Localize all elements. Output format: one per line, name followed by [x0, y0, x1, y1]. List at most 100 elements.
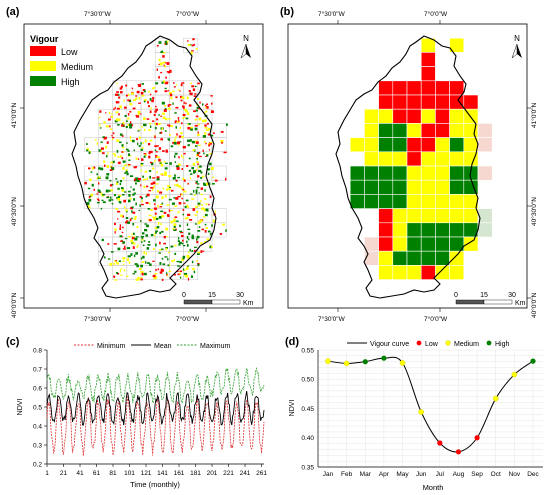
vigour-pixel — [160, 222, 162, 226]
vigour-pixel — [155, 232, 157, 234]
vigour-pixel — [181, 82, 185, 84]
vigour-pixel — [154, 227, 158, 230]
vigour-pixel — [164, 118, 168, 121]
vigour-pixel — [187, 144, 190, 147]
vigour-pixel — [174, 120, 177, 123]
vigour-pixel — [202, 135, 206, 138]
vigour-pixel — [145, 261, 147, 264]
vigour-pixel — [115, 178, 118, 180]
vigour-pixel — [181, 96, 185, 99]
vigour-pixel — [140, 270, 144, 274]
vigour-pixel — [204, 230, 207, 233]
vigour-pixel — [196, 210, 199, 213]
vigour-pixel — [105, 112, 107, 114]
vigour-pixel — [195, 168, 198, 172]
vigour-pixel — [148, 105, 150, 108]
vigour-pixel — [139, 196, 142, 198]
vigour-pixel — [131, 233, 133, 236]
vigour-pixel — [91, 167, 94, 170]
vigour-pixel — [210, 141, 213, 144]
vigour-pixel — [182, 177, 185, 180]
vigour-pixel — [160, 268, 163, 271]
vigour-pixel — [135, 202, 137, 206]
vigour-pixel — [155, 155, 158, 158]
vigour-pixel — [112, 160, 115, 164]
vigour-pixel — [139, 136, 141, 139]
vigour-pixel — [191, 198, 195, 200]
vigour-pixel — [162, 80, 166, 83]
vigour-pixel — [222, 223, 225, 226]
vigour-pixel — [156, 178, 160, 181]
vigour-pixel — [152, 120, 155, 122]
vigour-pixel — [154, 275, 158, 279]
vigour-pixel — [187, 277, 190, 281]
vigour-pixel — [206, 106, 209, 109]
vigour-pixel — [211, 167, 214, 170]
vigour-pixel — [206, 103, 208, 106]
vigour-pixel — [170, 220, 173, 224]
vigour-pixel — [182, 268, 185, 271]
vigour-pixel — [119, 105, 122, 109]
vigour-pixel — [164, 107, 167, 111]
vigour-pixel — [196, 186, 200, 189]
vigour-pixel — [191, 50, 194, 52]
vigour-pixel — [175, 179, 178, 182]
vigour-pixel — [158, 63, 161, 65]
vigour-pixel — [158, 252, 162, 254]
vigour-pixel — [129, 110, 132, 113]
vigour-pixel — [133, 192, 136, 195]
vigour-pixel — [174, 184, 176, 186]
map-b-lon-right-bottom: 7°0'0"W — [424, 316, 448, 323]
vigour-pixel — [163, 242, 166, 245]
vigour-pixel — [158, 114, 161, 116]
vigour-pixel — [187, 123, 189, 126]
vigour-pixel — [117, 162, 121, 164]
vigour-pixel — [214, 179, 218, 182]
vigour-pixel — [86, 149, 89, 152]
vigour-pixel — [84, 181, 87, 185]
vigour-pixel — [208, 162, 212, 166]
vigour-pixel — [164, 65, 166, 68]
vigour-pixel — [195, 180, 198, 183]
vigour-pixel — [174, 205, 178, 207]
vigour-pixel — [211, 224, 213, 227]
vigour-pixel — [152, 274, 156, 278]
vigour-pixel — [169, 104, 172, 106]
vigour-pixel — [179, 270, 183, 273]
vigour-pixel — [197, 131, 199, 134]
map-a-ticks — [20, 20, 207, 312]
vigour-pixel — [113, 275, 116, 278]
vigour-pixel — [137, 130, 140, 132]
vigour-pixel — [187, 127, 191, 130]
vigour-pixel — [173, 197, 176, 199]
vigour-pixel — [159, 206, 162, 208]
vigour-pixel — [151, 167, 155, 170]
vigour-pixel — [154, 122, 158, 126]
vigour-pixel — [125, 94, 128, 97]
vigour-pixel — [176, 84, 178, 86]
vigour-pixel — [167, 104, 170, 107]
vigour-pixel — [205, 155, 208, 157]
map-a-region-boundary — [71, 35, 217, 299]
vigour-pixel — [160, 71, 163, 74]
vigour-pixel — [159, 241, 161, 245]
vigour-pixel — [187, 44, 191, 47]
vigour-pixel — [167, 185, 170, 188]
vigour-pixel — [220, 140, 224, 143]
vigour-pixel — [196, 106, 200, 109]
vigour-pixel — [127, 236, 131, 238]
vigour-pixel — [165, 76, 167, 79]
vigour-pixel — [186, 96, 189, 100]
vigour-pixel — [225, 177, 227, 181]
vigour-pixel — [116, 272, 118, 274]
vigour-pixel — [152, 181, 156, 185]
vigour-pixel — [128, 194, 131, 197]
vigour-pixel — [182, 213, 185, 216]
vigour-pixel — [174, 138, 176, 141]
vigour-pixel — [99, 124, 101, 127]
vigour-pixel — [181, 154, 183, 157]
vigour-pixel — [220, 131, 224, 133]
vigour-pixel — [132, 246, 135, 249]
vigour-pixel — [201, 228, 205, 231]
vigour-pixel — [181, 136, 184, 138]
